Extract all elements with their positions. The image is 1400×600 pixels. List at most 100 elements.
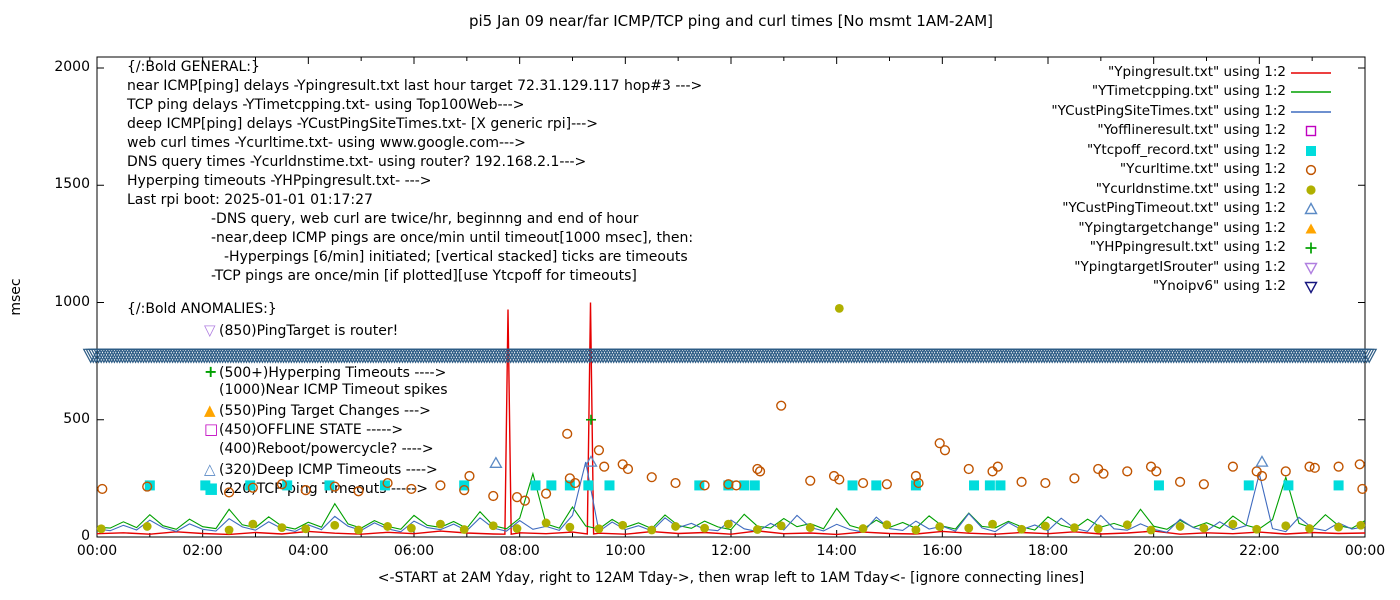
chart-title: pi5 Jan 09 near/far ICMP/TCP ping and cu… [468, 12, 994, 30]
y-tick-label: 2000 [54, 59, 90, 75]
noipv6-tick [573, 348, 591, 364]
noipv6-tick [811, 348, 828, 364]
noipv6-tick [1345, 348, 1362, 364]
noipv6-tick [735, 348, 752, 364]
noipv6-tick [143, 348, 160, 364]
noipv6-tick [87, 348, 104, 364]
noipv6-tick [468, 348, 485, 364]
noipv6-tick [946, 348, 963, 364]
noipv6-tick [703, 348, 720, 364]
x-tick-label: 06:00 [393, 543, 435, 559]
noipv6-tick [700, 348, 717, 364]
noipv6-tick [632, 348, 649, 364]
legend-item: "Ytcpoff_record.txt" using 1:2 [934, 140, 1334, 160]
noipv6-tick [999, 348, 1016, 364]
noipv6-tick [523, 348, 540, 364]
noipv6-tick [629, 348, 646, 364]
noipv6-tick [785, 348, 802, 364]
noipv6-tick [843, 348, 860, 364]
x-tick-label: 10:00 [605, 543, 646, 559]
noipv6-tick [774, 348, 791, 364]
noipv6-tick [182, 348, 200, 364]
noipv6-tick [861, 348, 879, 364]
noipv6-tick [674, 348, 691, 364]
noipv6-tick [920, 348, 937, 364]
noipv6-tick [444, 348, 461, 364]
noipv6-tick [1334, 348, 1351, 364]
noipv6-tick [780, 348, 797, 364]
noipv6-tick [603, 348, 620, 364]
noipv6-tick [1297, 348, 1314, 364]
annotation-line: -Hyperpings [6/min] initiated; [vertical… [224, 249, 688, 265]
noipv6-tick [978, 348, 995, 364]
noipv6-tick [515, 348, 532, 364]
noipv6-tick [1226, 348, 1243, 364]
noipv6-tick [185, 348, 202, 364]
noipv6-tick [1292, 348, 1309, 364]
noipv6-tick [1009, 348, 1026, 364]
noipv6-tick [82, 348, 99, 364]
noipv6-tick [1239, 348, 1256, 364]
noipv6-tick [486, 348, 503, 364]
noipv6-tick [1213, 348, 1230, 364]
legend-item-label: "Yofflineresult.txt" using 1:2 [1097, 122, 1286, 139]
noipv6-tick [1266, 348, 1283, 364]
noipv6-tick [1057, 348, 1074, 364]
noipv6-tick [880, 348, 897, 364]
noipv6-tick [1361, 348, 1378, 364]
noipv6-tick [95, 348, 112, 364]
noipv6-tick [85, 348, 102, 364]
noipv6-tick [684, 348, 702, 364]
noipv6-tick [1165, 348, 1182, 364]
noipv6-tick [1237, 348, 1254, 364]
anomaly-item: ▲ (550)Ping Target Changes ---> [204, 401, 448, 421]
noipv6-tick [679, 348, 696, 364]
noipv6-tick [1205, 348, 1222, 364]
noipv6-tick [534, 348, 551, 364]
noipv6-tick [1139, 348, 1156, 364]
noipv6-tick [1110, 348, 1127, 364]
noipv6-tick [624, 348, 641, 364]
noipv6-tick [1223, 348, 1240, 364]
noipv6-tick [1310, 348, 1328, 364]
noipv6-tick [172, 348, 189, 364]
noipv6-tick [832, 348, 849, 364]
annotation-line: Last rpi boot: 2025-01-01 01:17:27 [127, 192, 373, 208]
noipv6-tick [927, 348, 945, 364]
anomaly-symbol-icon: ■ [204, 479, 219, 498]
noipv6-tick [1094, 348, 1111, 364]
noipv6-tick [1041, 348, 1058, 364]
noipv6-tick [455, 348, 472, 364]
noipv6-tick [1028, 348, 1045, 364]
noipv6-tick [1189, 348, 1206, 364]
noipv6-tick [822, 348, 839, 364]
noipv6-tick [518, 348, 535, 364]
noipv6-tick [531, 348, 548, 364]
noipv6-tick [640, 348, 657, 364]
noipv6-tick [111, 348, 128, 364]
x-tick-label: 18:00 [1027, 543, 1069, 559]
noipv6-tick [98, 348, 115, 364]
noipv6-tick [708, 348, 725, 364]
anomaly-symbol-icon: ▲ [204, 400, 216, 419]
noipv6-tick [988, 348, 1005, 364]
noipv6-tick [642, 348, 659, 364]
noipv6-tick [1104, 348, 1122, 364]
legend-item-label: "Ypingresult.txt" using 1:2 [1108, 63, 1286, 80]
anomaly-symbol-icon: △ [204, 459, 216, 478]
noipv6-tick [613, 348, 630, 364]
noipv6-tick [1244, 348, 1262, 364]
legend-item: "Ynoipv6" using 1:2 [934, 277, 1334, 297]
noipv6-tick [536, 348, 554, 364]
anomaly-text: (400)Reboot/powercycle? ----> [219, 440, 434, 457]
x-tick-label: 22:00 [1239, 543, 1280, 559]
noipv6-tick [838, 348, 855, 364]
noipv6-tick [1012, 348, 1029, 364]
legend-item: "YpingtargetISrouter" using 1:2 [934, 257, 1334, 277]
noipv6-tick [1091, 348, 1108, 364]
legend-item: "Ycurldnstime.txt" using 1:2 [934, 179, 1334, 199]
noipv6-tick [156, 348, 173, 364]
noipv6-tick [1115, 348, 1132, 364]
noipv6-tick [476, 348, 493, 364]
noipv6-tick [782, 348, 799, 364]
